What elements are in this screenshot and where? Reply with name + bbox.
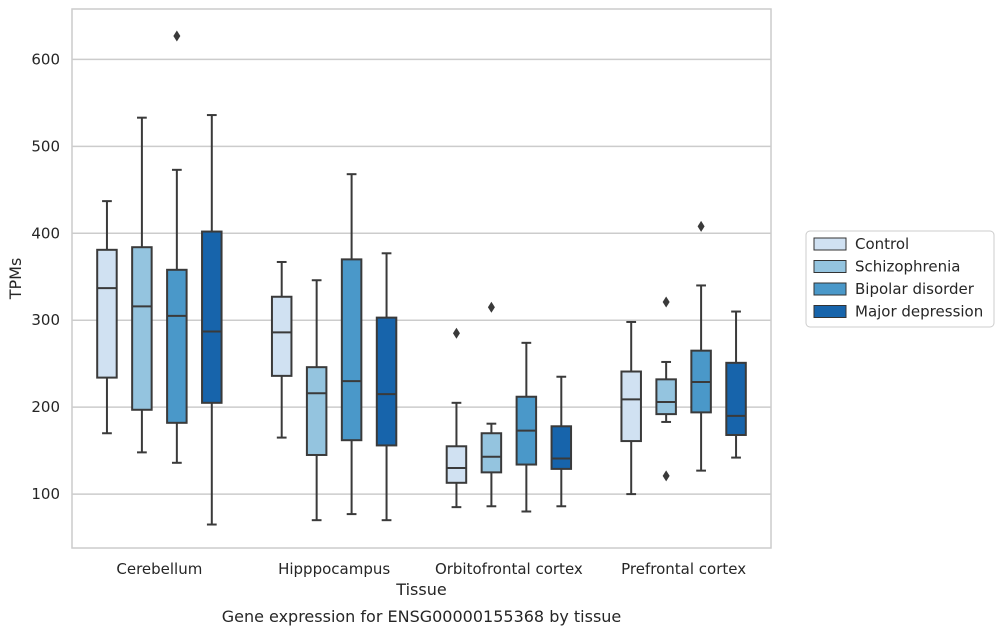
legend-swatch: [813, 282, 847, 296]
y-tick-label: 300: [31, 311, 60, 329]
x-tick-label: Orbitofrontal cortex: [435, 560, 583, 578]
box-group: [725, 310, 747, 459]
box: [375, 316, 398, 447]
outlier-point: [662, 470, 670, 482]
x-axis-ticks: Cerebellum Hipppocampus Orbitofrontal cort…: [116, 560, 746, 578]
box: [725, 361, 747, 436]
chart-caption: Gene expression for ENSG00000155368 by t…: [222, 607, 622, 626]
box-group: [690, 220, 712, 472]
x-axis-label: Tissue: [395, 580, 446, 599]
box: [270, 295, 293, 377]
outlier-point: [697, 220, 705, 232]
box: [166, 268, 188, 424]
box-group: [620, 320, 642, 496]
box: [620, 370, 642, 443]
box: [340, 258, 363, 442]
legend-label: Schizophrenia: [855, 258, 960, 276]
legend-frame: [805, 230, 995, 328]
legend: Control Schizophrenia Bipolar disorder Majo…: [805, 230, 995, 328]
outlier-point: [662, 296, 670, 308]
box: [131, 246, 153, 411]
x-tick-label: Hipppocampus: [278, 560, 390, 578]
legend-swatch: [813, 305, 847, 318]
box-group: [550, 375, 573, 508]
plot-frame: [71, 8, 772, 549]
box-group: [515, 341, 538, 513]
legend-label: Major depression: [855, 303, 983, 321]
box: [655, 378, 677, 416]
y-tick-label: 100: [31, 485, 60, 503]
gridlines: [72, 58, 771, 495]
y-tick-label: 400: [31, 224, 60, 242]
legend-swatch: [813, 260, 847, 273]
x-tick-label: Prefrontal cortex: [621, 560, 746, 578]
box-group: [270, 260, 293, 439]
box-group: [480, 301, 503, 508]
outlier-point: [173, 30, 181, 42]
box-group: [375, 252, 398, 522]
y-axis-label: TPMs: [6, 258, 25, 301]
box: [305, 366, 328, 456]
y-axis-ticks: 100 200 300 400 500 600: [31, 50, 60, 503]
box-group: [96, 200, 118, 435]
box-group: [655, 296, 677, 482]
x-tick-label: Cerebellum: [116, 560, 202, 578]
box-plot-series: [96, 30, 747, 526]
box-group: [305, 279, 328, 522]
outlier-point: [452, 327, 460, 339]
box-group: [340, 173, 363, 516]
box: [445, 445, 468, 484]
box-group: [445, 327, 468, 509]
y-tick-label: 600: [31, 50, 60, 68]
y-tick-label: 200: [31, 398, 60, 416]
legend-label: Control: [855, 235, 909, 253]
box: [550, 425, 573, 470]
box-group: [166, 30, 188, 464]
box-group: [201, 114, 223, 526]
box: [480, 432, 503, 474]
outlier-point: [487, 301, 495, 313]
box: [201, 230, 223, 404]
legend-label: Bipolar disorder: [855, 280, 975, 298]
legend-swatch: [813, 237, 847, 251]
box: [96, 248, 118, 379]
y-tick-label: 500: [31, 137, 60, 155]
box-group: [131, 116, 153, 454]
